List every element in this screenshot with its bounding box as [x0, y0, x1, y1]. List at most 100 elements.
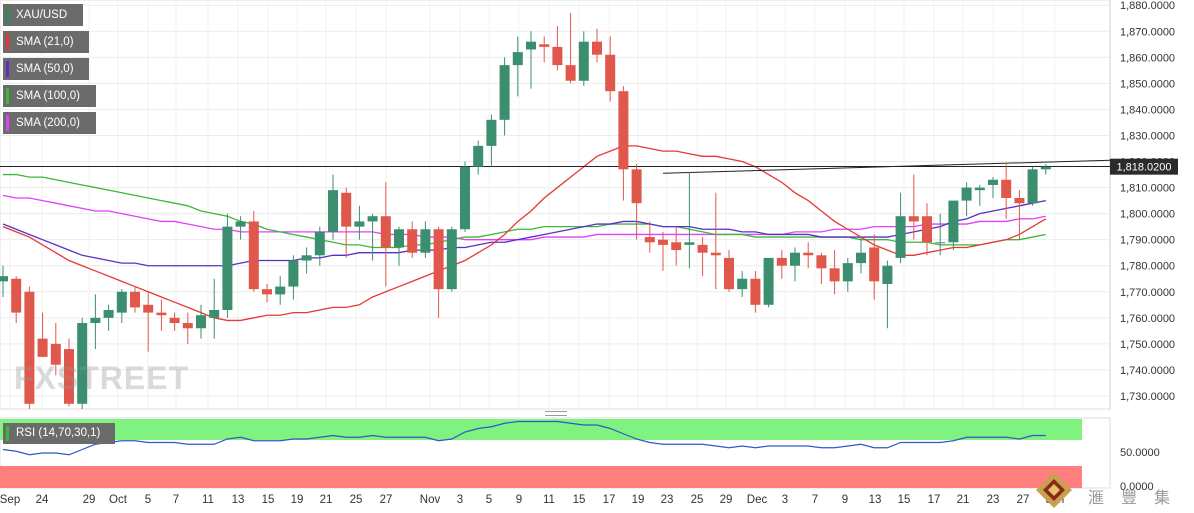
- candle-up: [578, 41, 589, 81]
- y-tick-label: 1,740.0000: [1120, 365, 1175, 377]
- x-tick-label: 21: [957, 494, 970, 506]
- x-tick-label: 3: [782, 494, 788, 506]
- rsi-line: [2, 420, 1046, 456]
- y-tick-label: 1,830.0000: [1120, 130, 1175, 142]
- candle-down: [922, 216, 932, 243]
- candle-up: [948, 200, 959, 243]
- candle-up: [103, 310, 114, 318]
- candle-down: [433, 229, 444, 290]
- candle-down: [262, 289, 272, 295]
- candle-down: [11, 278, 22, 313]
- y-tick-label: 1,840.0000: [1120, 104, 1175, 116]
- x-tick-label: 3: [457, 494, 463, 506]
- candle-down: [605, 54, 616, 92]
- rsi-tick-label: 50.0000: [1120, 447, 1160, 459]
- candle-up: [196, 315, 206, 329]
- candle-down: [697, 244, 708, 253]
- candle-up: [988, 179, 998, 185]
- x-tick-label: 11: [543, 494, 555, 506]
- candle-down: [908, 216, 919, 222]
- x-tick-label: 23: [661, 494, 674, 506]
- rsi-tick-label: 0.0000: [1120, 481, 1154, 493]
- y-tick-label: 1,780.0000: [1120, 261, 1175, 273]
- candle-down: [592, 41, 602, 55]
- candle-up: [367, 216, 378, 222]
- y-tick-label: 1,810.0000: [1120, 183, 1175, 195]
- candle-down: [829, 268, 840, 282]
- legend-item-xauusd[interactable]: XAU/USD: [3, 4, 83, 26]
- legend-label-xauusd: XAU/USD: [16, 9, 68, 21]
- x-tick-label: 9: [516, 494, 522, 506]
- legend-item-sma100[interactable]: SMA (100,0): [3, 85, 96, 107]
- candle-up: [354, 221, 365, 227]
- legend-item-sma50[interactable]: SMA (50,0): [3, 58, 89, 80]
- x-tick-label: Sep: [0, 494, 20, 506]
- candle-up: [763, 257, 774, 305]
- sma200-line: [2, 194, 1046, 241]
- current-price-tag: 1,818.0200: [1110, 158, 1178, 175]
- legend-item-sma21[interactable]: SMA (21,0): [3, 31, 89, 53]
- candle-down: [565, 65, 576, 81]
- x-tick-label: 24: [36, 494, 49, 506]
- x-tick-label: 15: [262, 494, 275, 506]
- legend-label-sma21: SMA (21,0): [16, 36, 74, 48]
- candle-down: [407, 229, 418, 253]
- x-tick-label: 21: [320, 494, 333, 506]
- candle-down: [143, 304, 154, 313]
- candle-up: [895, 216, 906, 258]
- candle-down: [37, 338, 48, 357]
- candle-down: [1014, 197, 1025, 204]
- candle-up: [473, 145, 484, 167]
- x-tick-label: 25: [350, 494, 363, 506]
- candle-up: [275, 286, 286, 295]
- y-tick-label: 1,750.0000: [1120, 339, 1175, 351]
- candle-up: [288, 260, 299, 287]
- candle-up: [684, 242, 695, 245]
- candle-up: [1027, 169, 1038, 204]
- candle-down: [64, 349, 74, 404]
- rsi-legend-item[interactable]: RSI (14,70,30,1): [3, 423, 115, 444]
- candle-up: [512, 52, 523, 66]
- candle-up: [882, 265, 893, 284]
- x-tick-label: 11: [202, 494, 214, 506]
- x-tick-label: 7: [173, 494, 179, 506]
- y-tick-label: 1,880.0000: [1120, 0, 1175, 12]
- x-tick-label: Dec: [747, 494, 768, 506]
- candle-down: [248, 221, 259, 290]
- x-tick-label: 27: [1017, 494, 1030, 506]
- candle-down: [724, 257, 734, 290]
- candle-down: [631, 169, 642, 204]
- brand-text: 滙 豐 集 團: [1088, 488, 1177, 513]
- trendline: [662, 159, 1111, 174]
- x-tick-label: 17: [603, 494, 616, 506]
- rsi-legend-swatch: [6, 426, 9, 441]
- x-tick-label: Oct: [109, 494, 128, 506]
- candle-up: [460, 166, 470, 230]
- x-tick-label: 5: [486, 494, 492, 506]
- candle-down: [750, 278, 761, 305]
- legend-item-sma200[interactable]: SMA (200,0): [3, 112, 96, 134]
- candle-down: [658, 239, 668, 245]
- candle-up: [116, 291, 127, 313]
- x-tick-label: 13: [869, 494, 882, 506]
- legend-label-sma50: SMA (50,0): [16, 63, 74, 75]
- candle-down: [644, 237, 655, 243]
- legend-swatch-sma21: [6, 34, 9, 50]
- y-tick-label: 1,860.0000: [1120, 52, 1175, 64]
- pane-resize-handle[interactable]: [545, 411, 567, 416]
- candle-up: [856, 252, 866, 264]
- fxstreet-watermark: FXSTREET: [14, 360, 190, 396]
- legend-swatch-sma100: [6, 88, 9, 104]
- y-tick-label: 1,870.0000: [1120, 26, 1175, 38]
- candle-down: [1001, 179, 1012, 198]
- candle-down: [130, 291, 140, 308]
- legend-swatch-sma50: [6, 61, 9, 77]
- candle-up: [209, 310, 220, 318]
- candle-up: [222, 226, 233, 311]
- candle-up: [446, 229, 457, 290]
- candle-down: [618, 91, 629, 170]
- current-price-box: [1110, 158, 1178, 175]
- candle-down: [776, 257, 787, 266]
- candle-up: [90, 317, 101, 324]
